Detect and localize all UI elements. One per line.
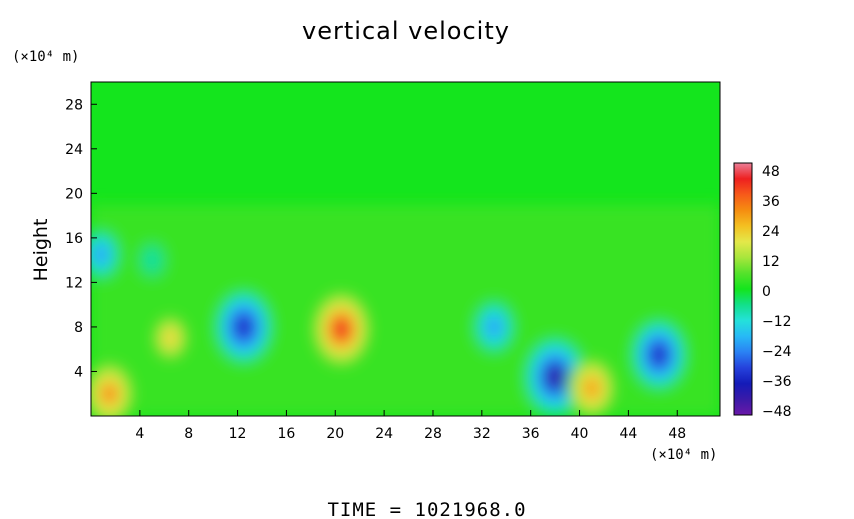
x-tick-label: 16 — [278, 426, 296, 442]
colorbar-label: 48 — [762, 164, 780, 180]
field-feature — [566, 356, 617, 416]
x-tick-label: 4 — [135, 426, 144, 442]
x-axis-unit: (×10⁴ m) — [650, 447, 717, 463]
y-tick-label: 24 — [65, 142, 83, 158]
field-feature — [310, 289, 372, 369]
x-tick-label: 32 — [473, 426, 491, 442]
colorbar-label: −36 — [762, 374, 792, 390]
x-tick-label: 28 — [424, 426, 442, 442]
y-axis-unit: (×10⁴ m) — [12, 49, 79, 65]
y-tick-label: 12 — [65, 275, 83, 291]
colorbar: 48 36 24 12 0 −12 −24 −36 −48 — [733, 162, 792, 420]
y-tick-label: 16 — [65, 231, 83, 247]
x-axis: 4 8 12 16 20 24 28 32 36 40 44 48 — [135, 410, 686, 442]
plot-area — [90, 81, 721, 417]
x-tick-label: 44 — [619, 426, 637, 442]
field-feature — [151, 313, 190, 363]
x-tick-label: 12 — [229, 426, 247, 442]
colorbar-label: 0 — [762, 284, 771, 300]
chart-title: vertical velocity — [302, 17, 510, 45]
field-feature — [215, 290, 272, 364]
colorbar-labels: 48 36 24 12 0 −12 −24 −36 −48 — [762, 164, 792, 420]
y-axis: 4 8 12 16 20 24 28 — [65, 97, 97, 380]
colorbar-label: 24 — [762, 224, 780, 240]
colorbar-label: −12 — [762, 314, 792, 330]
field-feature — [91, 230, 120, 279]
field-feature — [138, 243, 166, 278]
x-tick-label: 36 — [522, 426, 540, 442]
colorbar-label: 12 — [762, 254, 780, 270]
field-feature — [473, 301, 515, 353]
field-feature — [631, 319, 687, 390]
x-tick-label: 20 — [326, 426, 344, 442]
colorbar-label: −24 — [762, 344, 792, 360]
x-tick-label: 8 — [184, 426, 193, 442]
y-tick-label: 8 — [74, 320, 83, 336]
y-tick-label: 28 — [65, 97, 83, 113]
field-feature — [91, 360, 136, 416]
lower-troposphere-band — [91, 204, 720, 416]
colorbar-gradient — [733, 162, 753, 416]
x-tick-label: 24 — [375, 426, 393, 442]
colorbar-label: 36 — [762, 194, 780, 210]
y-axis-label: Height — [30, 219, 52, 282]
colorbar-label: −48 — [762, 404, 792, 420]
y-tick-label: 4 — [74, 364, 83, 380]
x-tick-label: 40 — [571, 426, 589, 442]
time-footer: TIME = 1021968.0 — [327, 499, 526, 519]
y-tick-label: 20 — [65, 186, 83, 202]
x-tick-label: 48 — [668, 426, 686, 442]
plot-frame — [90, 81, 721, 417]
velocity-field — [91, 204, 720, 416]
